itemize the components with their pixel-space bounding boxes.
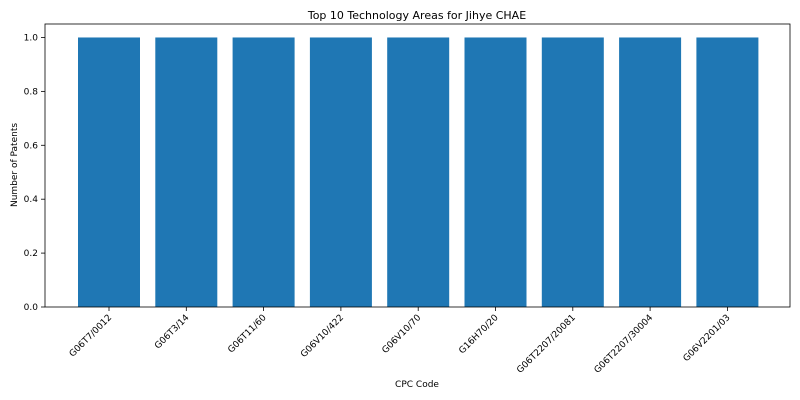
x-tick-label-7: G06T2207/30004 <box>593 313 656 376</box>
x-tick-label-5: G16H70/20 <box>457 313 500 356</box>
bar-7 <box>619 37 681 307</box>
bar-6 <box>542 37 604 307</box>
x-tick-label-8: G06V2201/03 <box>682 313 733 364</box>
bar-4 <box>387 37 449 307</box>
bar-0 <box>78 37 140 307</box>
y-tick-label-5: 1.0 <box>24 33 39 43</box>
x-tick-label-6: G06T2207/20081 <box>515 313 578 376</box>
x-axis-label: CPC Code <box>395 380 439 390</box>
chart-title: Top 10 Technology Areas for Jihye CHAE <box>307 9 526 22</box>
bars-group <box>78 37 758 307</box>
y-axis: 0.0 0.2 0.4 0.6 0.8 1.0 <box>24 33 45 313</box>
x-tick-label-1: G06T3/14 <box>153 313 191 351</box>
y-tick-label-2: 0.4 <box>24 195 39 205</box>
bar-2 <box>233 37 295 307</box>
y-tick-label-1: 0.2 <box>24 249 38 259</box>
x-tick-label-4: G06V10/70 <box>381 313 424 356</box>
y-tick-label-4: 0.8 <box>24 87 39 97</box>
x-tick-label-3: G06V10/422 <box>299 313 346 360</box>
y-axis-label: Number of Patents <box>10 123 20 207</box>
bar-8 <box>696 37 758 307</box>
y-tick-label-0: 0.0 <box>24 303 39 313</box>
bar-5 <box>465 37 527 307</box>
x-tick-label-2: G06T11/60 <box>226 313 269 356</box>
bar-3 <box>310 37 372 307</box>
bar-1 <box>155 37 217 307</box>
y-tick-label-3: 0.6 <box>24 141 39 151</box>
x-tick-label-0: G06T7/0012 <box>68 313 114 359</box>
x-axis: G06T7/0012 G06T3/14 G06T11/60 G06V10/422 G06… <box>68 307 733 376</box>
